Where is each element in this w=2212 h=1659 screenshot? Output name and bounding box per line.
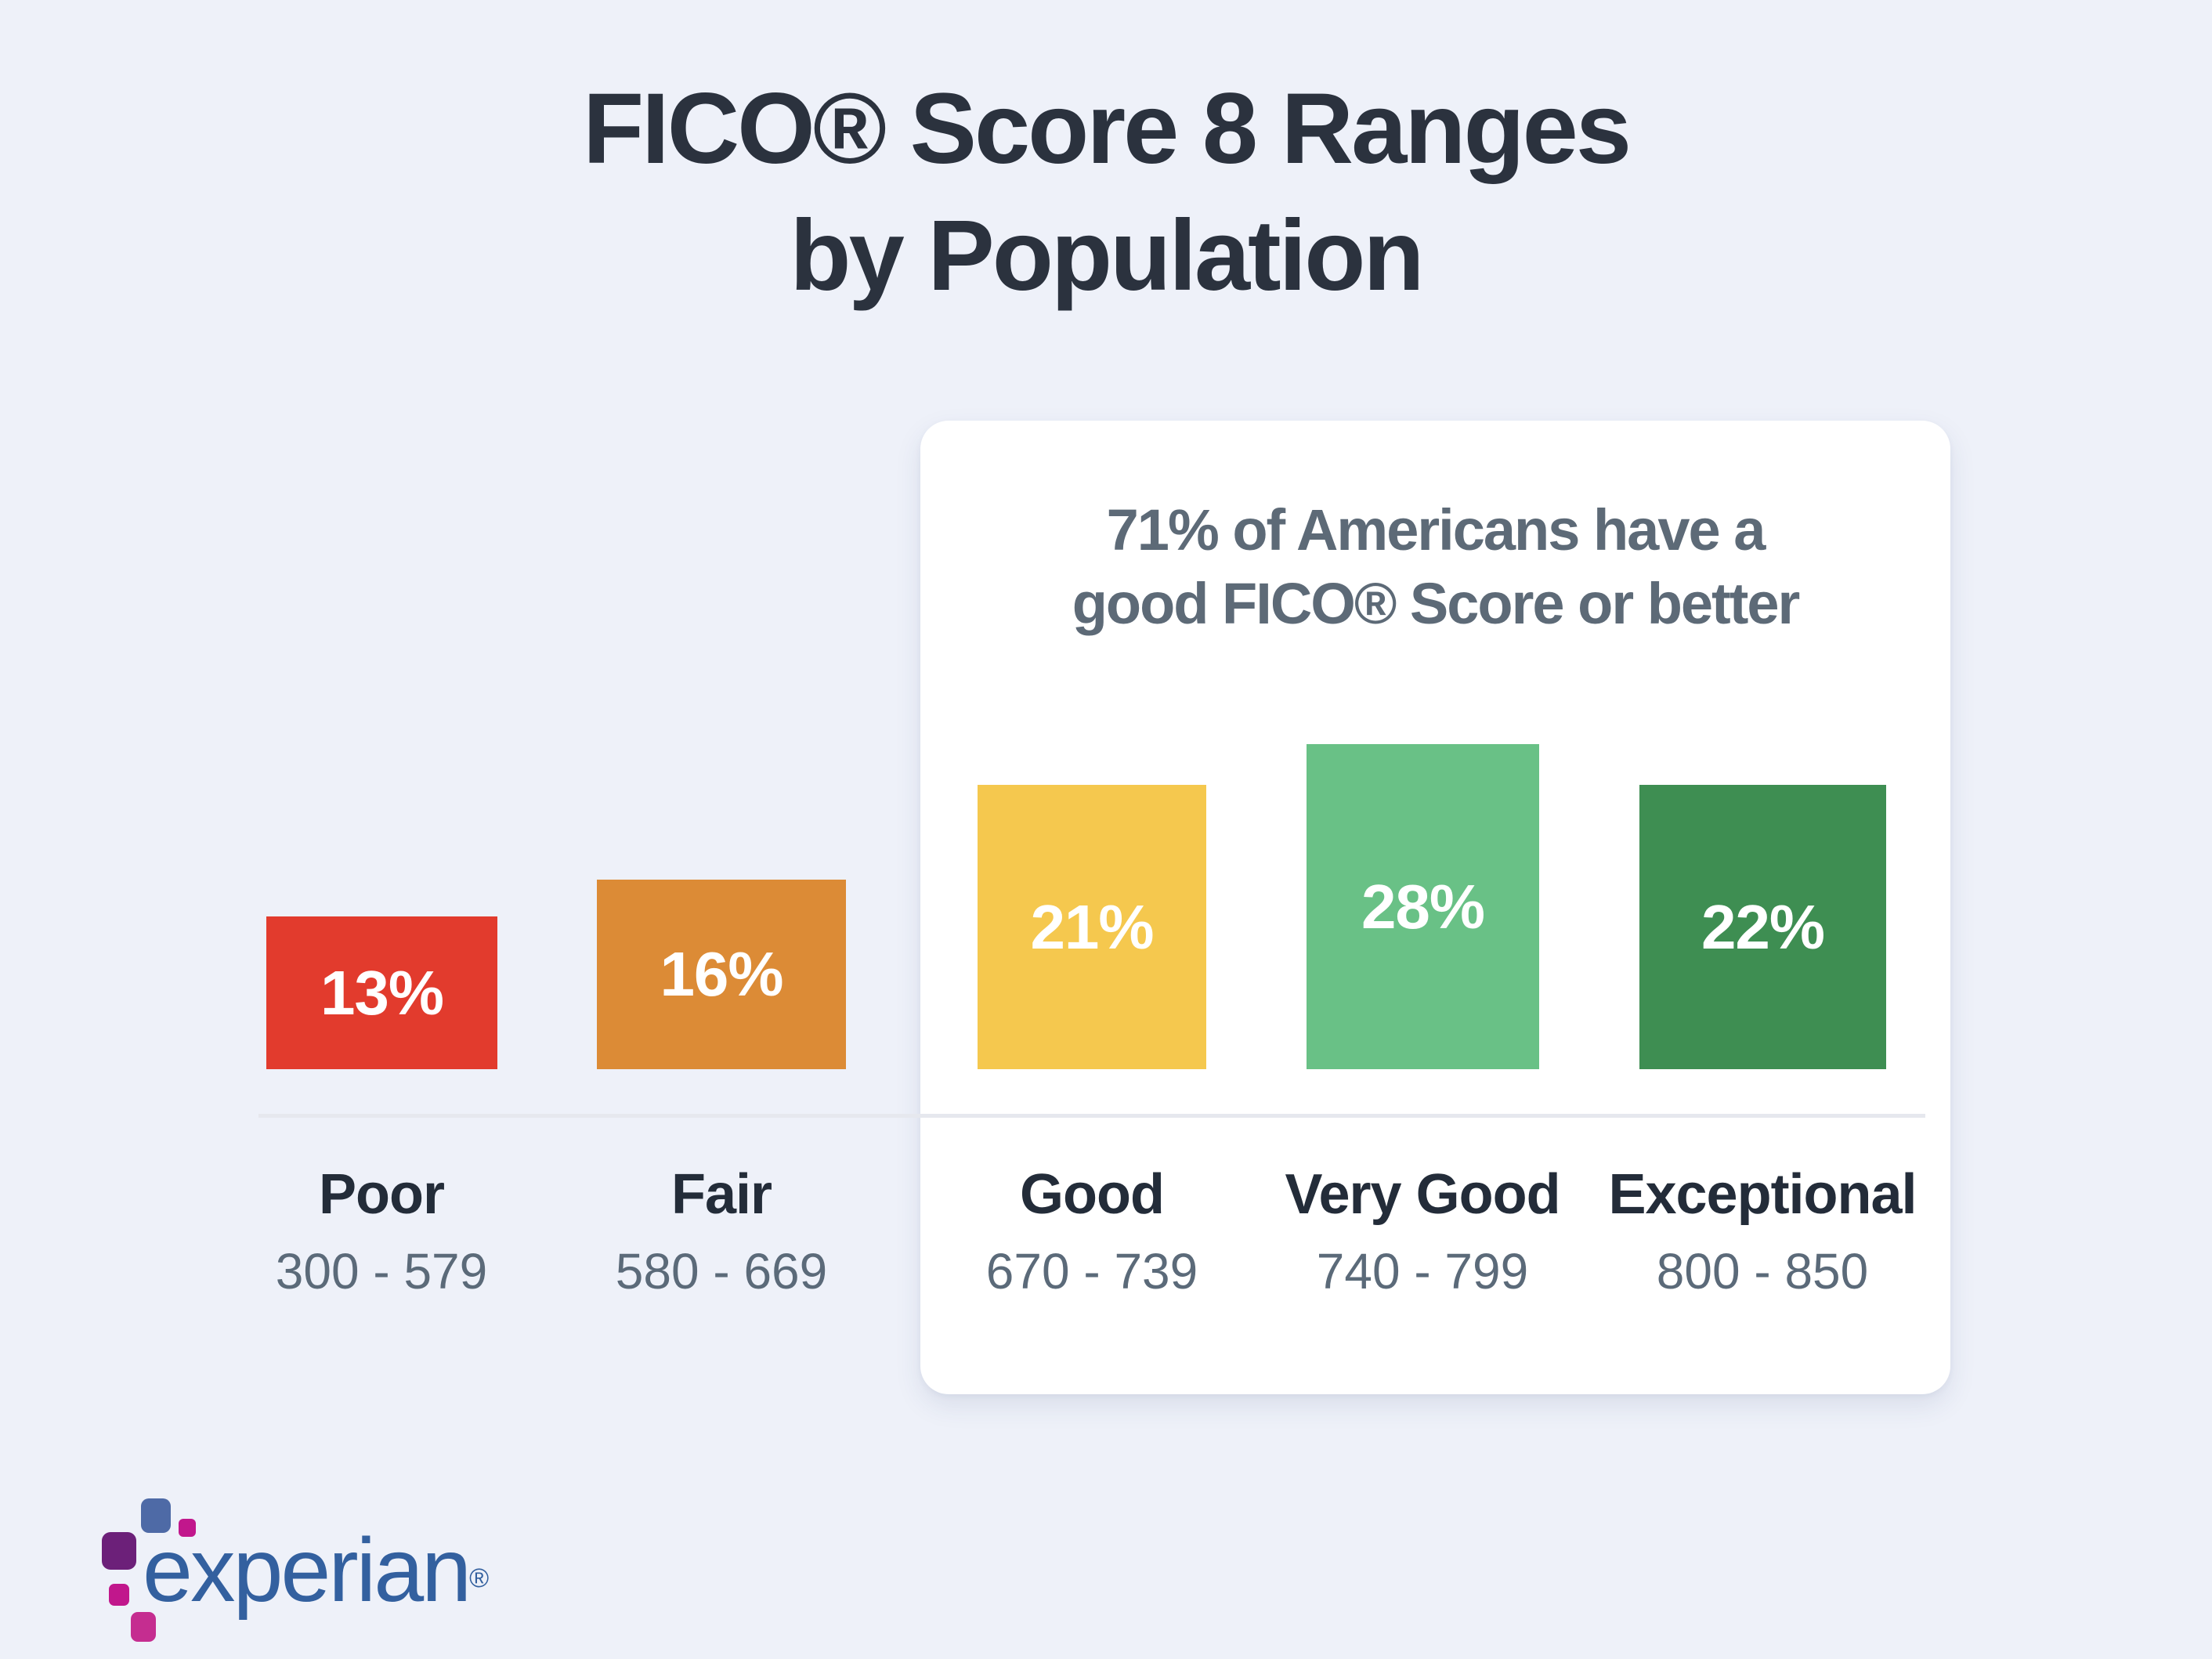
category-very-good-range: 740 - 799 [1316,1243,1529,1299]
bar-very-good: 28% [1307,744,1539,1069]
category-very-good-label: Very Good [1285,1163,1560,1226]
bar-exceptional: 22% [1639,785,1886,1069]
experian-logo-block-purple-icon [102,1532,136,1570]
callout-caption-line2: good FICO® Score or better [1072,571,1801,636]
axis-baseline [258,1114,1925,1118]
bar-good: 21% [978,785,1206,1069]
experian-logo-block-magenta-small-icon [179,1519,196,1537]
category-good-label: Good [1020,1163,1165,1226]
experian-logo-block-blue-icon [141,1498,171,1533]
category-poor: Poor 300 - 579 [276,1161,487,1300]
category-exceptional: Exceptional 800 - 850 [1608,1161,1917,1300]
bar-good-percent: 21% [1030,891,1154,962]
bar-poor: 13% [266,916,497,1069]
registered-trademark-icon: ® [469,1563,490,1593]
page-title: FICO® Score 8 Ranges by Population [0,66,2212,320]
category-good: Good 670 - 739 [986,1161,1198,1300]
experian-wordmark-text: experian [143,1520,472,1621]
page-title-line1: FICO® Score 8 Ranges [582,73,1632,185]
category-fair: Fair 580 - 669 [616,1161,827,1300]
category-fair-range: 580 - 669 [615,1243,828,1299]
experian-logo-block-magenta-mid-icon [109,1584,129,1606]
category-good-range: 670 - 739 [985,1243,1198,1299]
bar-poor-percent: 13% [320,957,444,1028]
bar-fair-percent: 16% [660,939,783,1009]
category-exceptional-label: Exceptional [1608,1163,1917,1226]
category-exceptional-range: 800 - 850 [1656,1243,1869,1299]
category-very-good: Very Good 740 - 799 [1285,1161,1560,1300]
experian-logo-block-magenta-bottom-icon [131,1612,156,1642]
bar-very-good-percent: 28% [1361,871,1485,942]
category-poor-range: 300 - 579 [275,1243,488,1299]
bar-fair: 16% [597,880,846,1069]
page-title-line2: by Population [790,200,1424,312]
callout-caption: 71% of Americans have a good FICO® Score… [920,493,1950,641]
callout-caption-line1: 71% of Americans have a [1106,497,1766,562]
experian-wordmark: experian® [143,1526,489,1624]
bar-exceptional-percent: 22% [1701,891,1825,962]
category-fair-label: Fair [670,1163,772,1226]
category-poor-label: Poor [318,1163,445,1226]
